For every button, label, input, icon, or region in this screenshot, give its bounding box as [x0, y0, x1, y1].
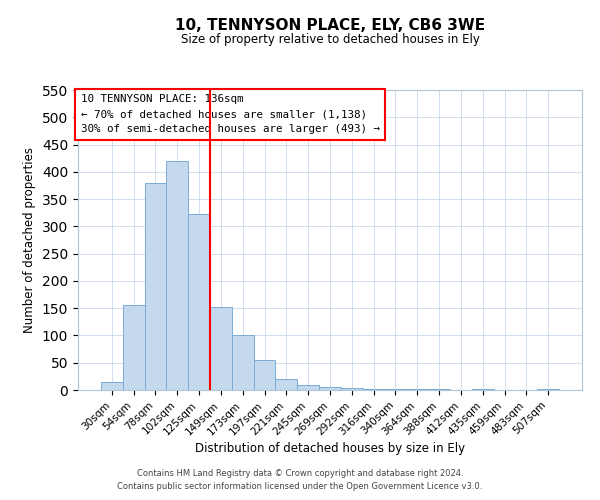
Bar [232, 336, 254, 390]
Bar [275, 379, 297, 390]
Bar [188, 214, 210, 390]
Text: 10, TENNYSON PLACE, ELY, CB6 3WE: 10, TENNYSON PLACE, ELY, CB6 3WE [175, 18, 485, 32]
Text: Contains HM Land Registry data © Crown copyright and database right 2024.: Contains HM Land Registry data © Crown c… [137, 468, 463, 477]
Bar [123, 306, 145, 390]
Bar [319, 388, 341, 390]
Bar [210, 307, 232, 390]
Bar [341, 388, 363, 390]
X-axis label: Distribution of detached houses by size in Ely: Distribution of detached houses by size … [195, 442, 465, 455]
Bar [363, 389, 385, 390]
Bar [145, 182, 166, 390]
Text: Size of property relative to detached houses in Ely: Size of property relative to detached ho… [181, 32, 479, 46]
Bar [297, 384, 319, 390]
Bar [254, 360, 275, 390]
Y-axis label: Number of detached properties: Number of detached properties [23, 147, 37, 333]
Bar [101, 382, 123, 390]
Text: Contains public sector information licensed under the Open Government Licence v3: Contains public sector information licen… [118, 482, 482, 491]
Bar [166, 161, 188, 390]
Text: 10 TENNYSON PLACE: 136sqm
← 70% of detached houses are smaller (1,138)
30% of se: 10 TENNYSON PLACE: 136sqm ← 70% of detac… [80, 94, 380, 134]
